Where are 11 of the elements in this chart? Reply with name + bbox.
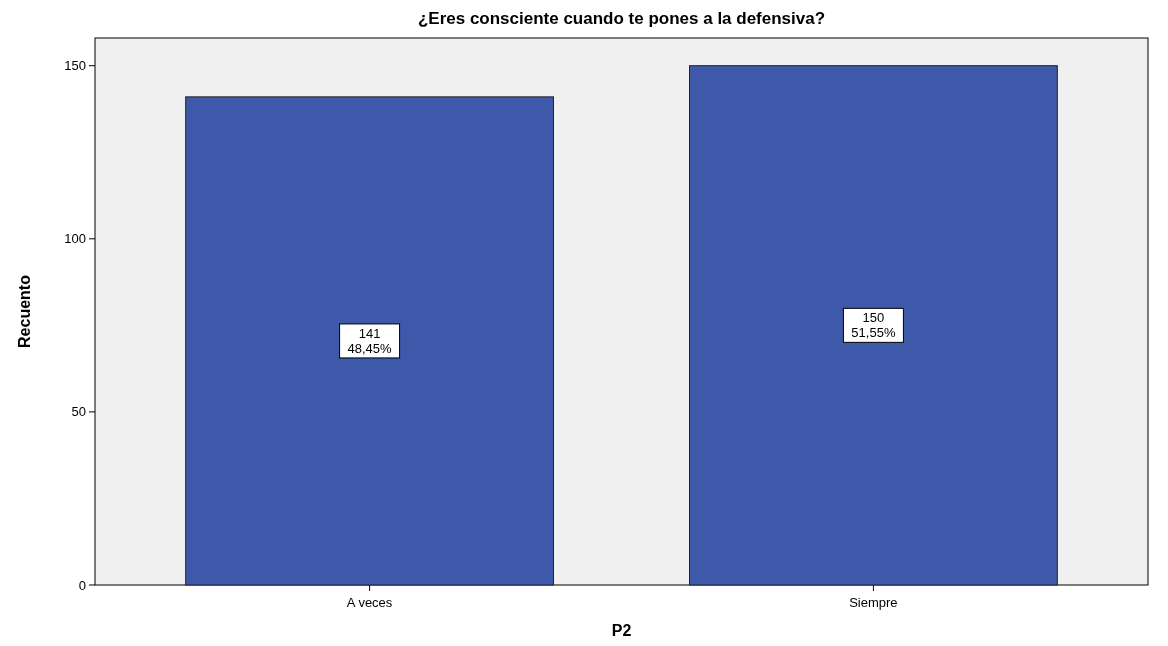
y-tick-label: 0 bbox=[78, 577, 86, 593]
x-tick-label: A veces bbox=[346, 595, 393, 610]
y-tick-label: 100 bbox=[64, 231, 86, 247]
data-label: 141 48,45% bbox=[347, 325, 393, 356]
chart-title: ¿Eres consciente cuando te pones a la defensiva? bbox=[417, 9, 826, 28]
y-tick-label: 150 bbox=[64, 58, 86, 74]
y-tick-label: 50 bbox=[71, 404, 86, 420]
y-axis-title: Recuento bbox=[16, 274, 33, 348]
x-axis-title: P2 bbox=[611, 622, 632, 639]
x-tick-label: Siempre bbox=[849, 595, 898, 610]
data-label: 150 51,55% bbox=[851, 310, 896, 341]
